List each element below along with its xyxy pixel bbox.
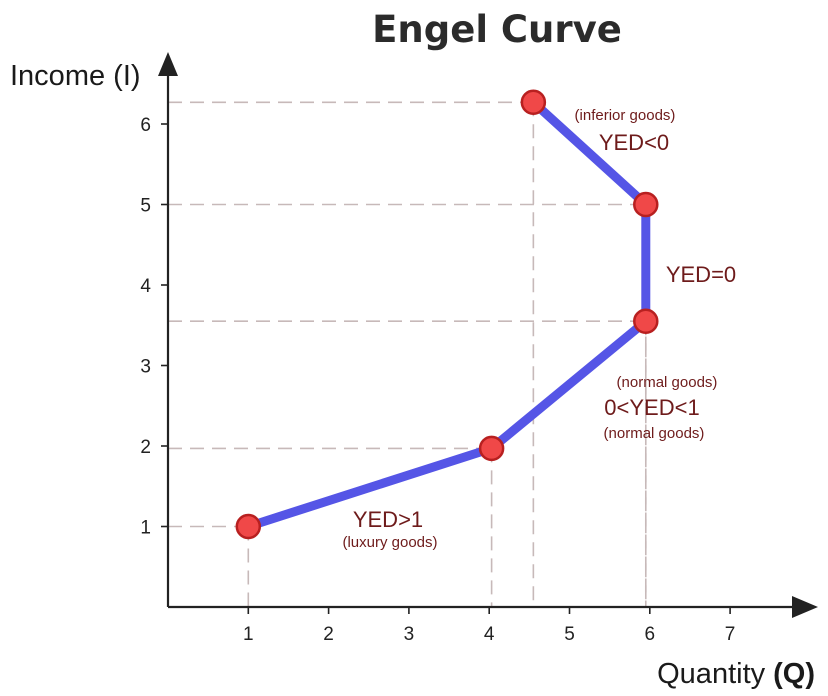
- yed-greater-label: YED>1: [353, 507, 423, 532]
- x-tick-label: 3: [404, 624, 415, 645]
- yed-between-label: 0<YED<1: [604, 395, 699, 420]
- x-tick-label: 7: [725, 624, 736, 645]
- x-ticks: 1 2 3 4 5 6 7: [243, 607, 735, 645]
- y-tick-label: 1: [140, 518, 151, 539]
- data-point-4: [633, 191, 659, 218]
- annotations: (inferior goods) YED<0 YED=0 (normal goo…: [342, 107, 736, 551]
- x-tick-label: 6: [645, 624, 656, 645]
- x-axis-label: Quantity (Q): [657, 658, 815, 690]
- x-tick-label: 2: [323, 624, 334, 645]
- y-axis-label: Income (I): [10, 60, 141, 92]
- yed-negative-label: YED<0: [599, 130, 669, 155]
- engel-series: [235, 89, 659, 540]
- x-tick-label: 1: [243, 624, 254, 645]
- normal-goods-note-bottom: (normal goods): [604, 425, 705, 442]
- x-axis-arrow-icon: [792, 596, 818, 618]
- chart-title: Engel Curve: [372, 8, 622, 51]
- y-tick-label: 5: [140, 196, 151, 217]
- x-tick-label: 5: [564, 624, 575, 645]
- normal-goods-note-top: (normal goods): [617, 374, 718, 391]
- y-tick-label: 6: [140, 115, 151, 136]
- data-point-2: [478, 435, 505, 462]
- data-point-5: [520, 89, 547, 116]
- engel-curve-line: [243, 97, 651, 531]
- yed-zero-label: YED=0: [666, 262, 736, 287]
- data-point-1: [235, 513, 262, 540]
- y-tick-label: 3: [140, 357, 151, 378]
- y-tick-label: 4: [140, 276, 151, 297]
- inferior-goods-note: (inferior goods): [575, 107, 676, 124]
- axes: [158, 52, 818, 618]
- luxury-goods-note: (luxury goods): [342, 534, 437, 551]
- data-point-3: [633, 308, 659, 334]
- x-tick-label: 4: [484, 624, 495, 645]
- y-ticks: 1 2 3 4 5 6: [140, 115, 168, 539]
- y-axis-arrow-icon: [158, 52, 178, 76]
- y-tick-label: 2: [140, 437, 151, 458]
